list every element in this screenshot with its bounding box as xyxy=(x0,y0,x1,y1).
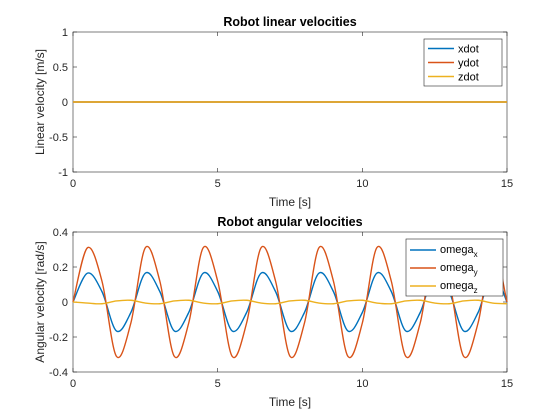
x-tick-label: 10 xyxy=(356,178,368,190)
legend-label-omega-z-sub: z xyxy=(474,286,478,295)
x-tick-label: 15 xyxy=(501,378,513,390)
legend-label-omega-y-base: omega xyxy=(440,262,475,274)
x-tick-label: 0 xyxy=(70,178,76,190)
y-axis-label: Linear velocity [m/s] xyxy=(33,49,47,155)
y-tick-label: 0.4 xyxy=(53,227,68,239)
y-tick-label: -1 xyxy=(58,167,68,179)
y-tick-label: 0 xyxy=(62,97,68,109)
y-tick-label: 0.2 xyxy=(53,262,68,274)
legend-label-omega-x-sub: x xyxy=(474,250,478,259)
legend-label-omega-z-base: omega xyxy=(440,280,475,292)
legend-label-zdot: zdot xyxy=(458,72,479,84)
x-axis-label: Time [s] xyxy=(269,395,311,409)
y-tick-label: 1 xyxy=(62,27,68,39)
y-tick-label: 0 xyxy=(62,297,68,309)
x-tick-label: 5 xyxy=(215,378,221,390)
legend: xdot ydot zdot xyxy=(424,39,502,86)
x-axis-label: Time [s] xyxy=(269,195,311,209)
x-tick-label: 15 xyxy=(501,178,513,190)
legend-label-omega-x-base: omega xyxy=(440,244,475,256)
y-tick-label: -0.2 xyxy=(49,332,68,344)
chart-title: Robot angular velocities xyxy=(217,215,362,229)
linear-velocity-plot: Robot linear velocities Time [s] Linear … xyxy=(33,15,513,209)
x-tick-label: 10 xyxy=(356,378,368,390)
x-tick-label: 5 xyxy=(215,178,221,190)
legend-label-xdot: xdot xyxy=(458,44,479,56)
chart-title: Robot linear velocities xyxy=(223,15,356,29)
angular-velocity-plot: Robot angular velocities Time [s] Angula… xyxy=(33,215,513,409)
legend-label-ydot: ydot xyxy=(458,58,479,70)
legend-label-omega-y-sub: y xyxy=(474,268,478,277)
x-tick-label: 0 xyxy=(70,378,76,390)
y-axis-label: Angular velocity [rad/s] xyxy=(33,241,47,362)
y-tick-label: -0.4 xyxy=(49,367,68,379)
y-tick-label: 0.5 xyxy=(53,62,68,74)
y-tick-label: -0.5 xyxy=(49,132,68,144)
legend: omegax omegay omegaz xyxy=(406,239,503,296)
